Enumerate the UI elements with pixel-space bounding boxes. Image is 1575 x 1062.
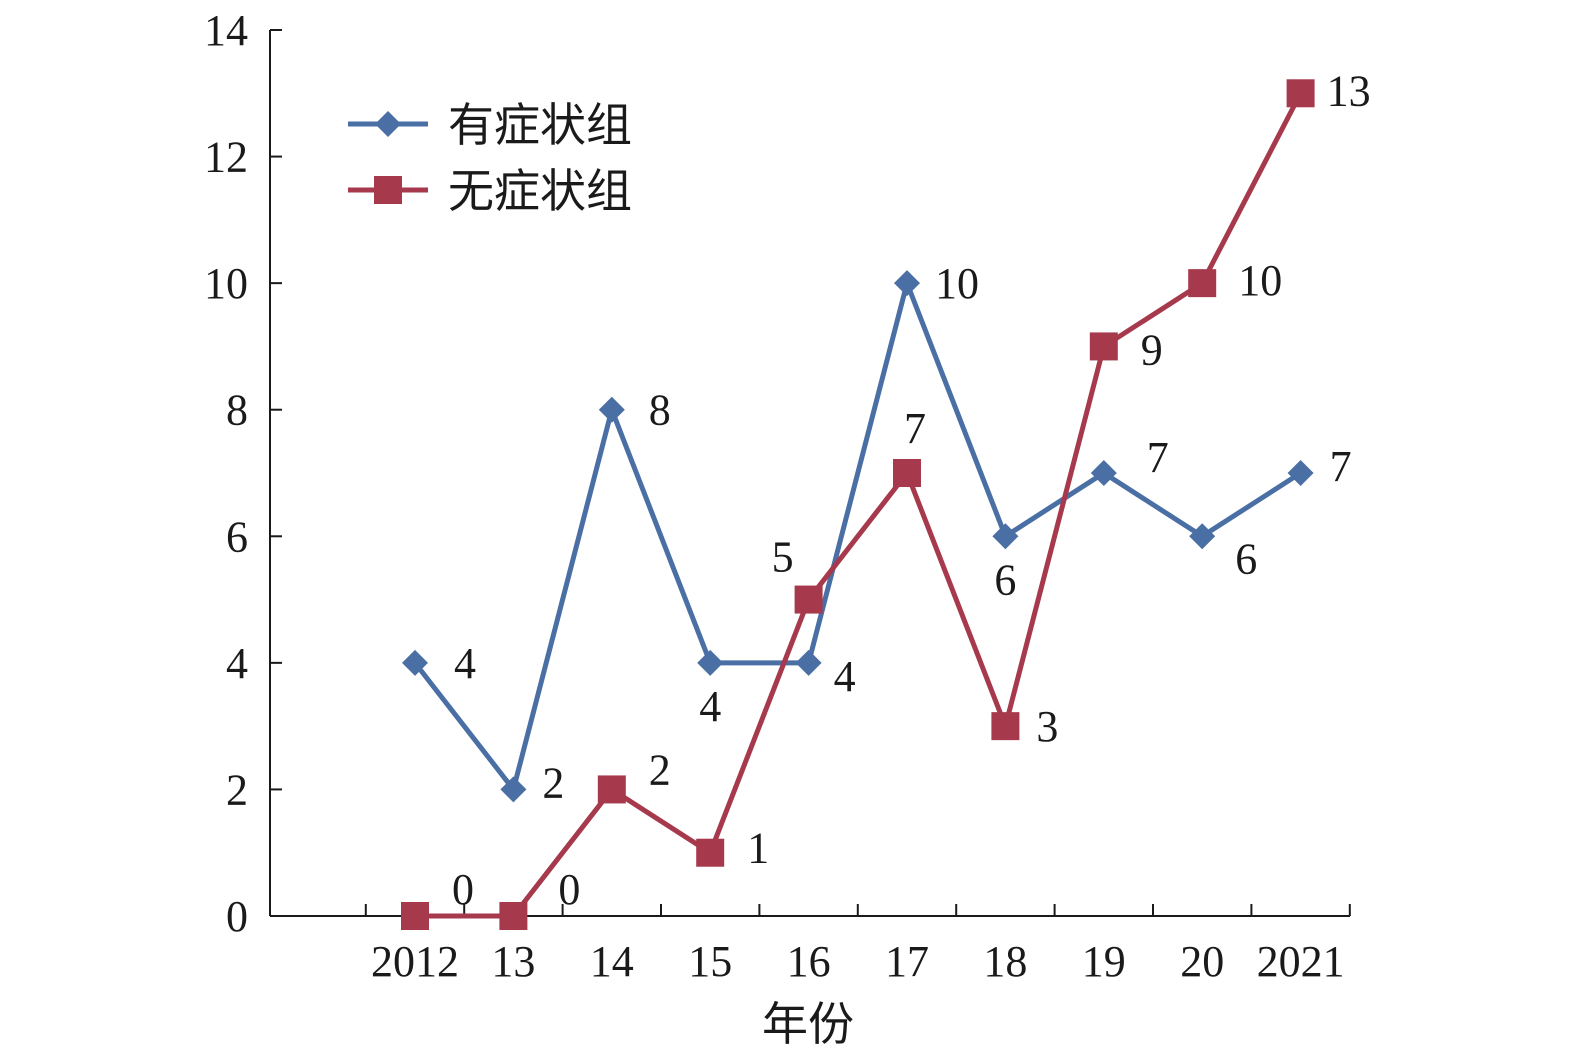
data-point-square	[696, 838, 725, 867]
data-label: 5	[772, 533, 794, 582]
data-label: 4	[834, 652, 856, 701]
x-tick-label: 2012	[371, 937, 459, 986]
data-label: 10	[935, 259, 979, 308]
y-tick-label: 4	[226, 639, 248, 688]
data-label: 7	[1330, 442, 1352, 491]
y-tick-label: 2	[226, 765, 248, 814]
data-point-diamond	[1090, 460, 1117, 486]
data-point-diamond	[697, 649, 724, 676]
data-point-square	[1089, 332, 1118, 361]
data-label: 0	[452, 865, 474, 914]
data-point-square	[401, 902, 429, 930]
data-label: 1	[747, 824, 769, 873]
series-lines	[401, 79, 1315, 930]
x-tick-label: 15	[688, 937, 732, 986]
y-tick-label: 6	[226, 512, 248, 561]
x-axis-title: 年份	[762, 997, 854, 1051]
data-label: 3	[1036, 702, 1058, 751]
data-label: 13	[1327, 66, 1371, 115]
legend-marker-diamond	[375, 111, 401, 137]
legend-marker-square	[374, 176, 402, 204]
data-point-diamond	[894, 270, 920, 297]
data-point-square	[893, 459, 921, 487]
data-point-square	[1286, 79, 1315, 108]
data-label: 6	[1235, 534, 1257, 583]
x-tick-label: 20	[1180, 937, 1224, 986]
data-label: 2	[649, 745, 671, 794]
data-point-square	[1188, 269, 1217, 298]
data-label: 7	[1147, 433, 1169, 482]
x-tick-label: 19	[1082, 937, 1126, 986]
data-point-diamond	[1287, 460, 1314, 486]
data-point-square	[794, 585, 823, 614]
data-label: 8	[649, 386, 671, 435]
x-tick-label: 14	[590, 937, 634, 986]
data-point-square	[597, 775, 626, 804]
y-tick-label: 0	[226, 892, 248, 941]
x-tick-label: 16	[787, 937, 831, 986]
x-tick-label: 17	[885, 937, 929, 986]
data-point-diamond	[500, 776, 527, 803]
data-label: 10	[1238, 256, 1282, 305]
data-label: 9	[1141, 325, 1163, 374]
x-tick-label: 2021	[1257, 937, 1345, 986]
legend-label: 无症状组	[448, 164, 632, 218]
data-label: 4	[454, 639, 476, 688]
data-label: 6	[994, 555, 1016, 604]
y-tick-label: 10	[204, 259, 248, 308]
x-tick-label: 18	[983, 937, 1027, 986]
data-label: 0	[558, 865, 580, 914]
legend-label: 有症状组	[448, 98, 632, 152]
data-point-diamond	[598, 396, 625, 423]
data-point-diamond	[402, 649, 428, 676]
data-point-diamond	[992, 523, 1019, 550]
y-tick-label: 8	[226, 386, 248, 435]
series-line-2	[415, 92, 1303, 919]
data-label: 2	[542, 758, 564, 807]
data-point-diamond	[795, 649, 822, 676]
series-line-1	[413, 280, 1302, 792]
y-tick-label: 14	[204, 6, 248, 55]
data-label: 4	[699, 682, 721, 731]
y-tick-label: 12	[204, 133, 248, 182]
x-tick-label: 13	[491, 937, 535, 986]
data-point-square	[499, 902, 528, 930]
data-point-diamond	[1189, 523, 1216, 550]
data-point-square	[991, 712, 1020, 741]
data-label: 7	[904, 404, 926, 453]
